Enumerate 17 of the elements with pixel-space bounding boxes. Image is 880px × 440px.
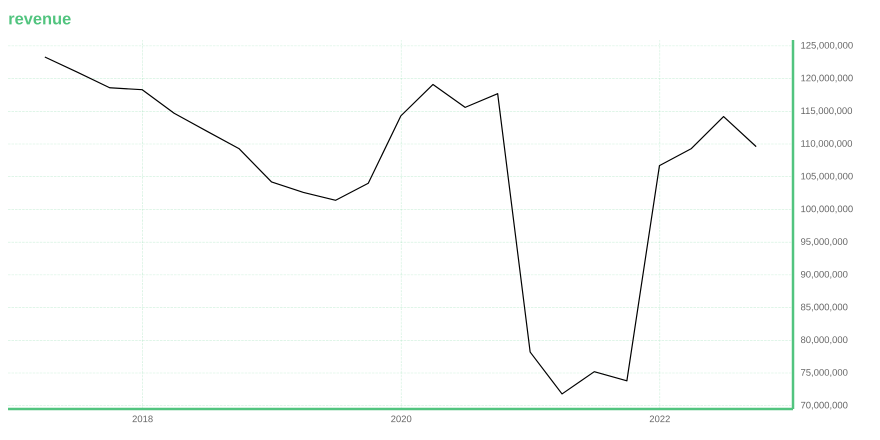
x-tick-label: 2022: [650, 416, 670, 422]
y-tick-label: 115,000,000: [801, 107, 852, 116]
y-tick-label: 120,000,000: [801, 74, 853, 83]
line-series: [44, 56, 757, 395]
y-tick-label: 110,000,000: [801, 140, 852, 148]
y-tick-label: 95,000,000: [800, 238, 848, 246]
y-tick-label: 80,000,000: [800, 336, 848, 344]
y-tick-label: 105,000,000: [801, 172, 853, 181]
y-tick-label: 75,000,000: [801, 369, 848, 377]
chart-title: revenue: [9, 15, 71, 24]
y-tick-label: 70,000,000: [801, 402, 848, 410]
y-tick-label: 100,000,000: [801, 206, 853, 214]
y-tick-label: 85,000,000: [800, 304, 848, 312]
x-tick-label: 2020: [391, 416, 412, 422]
y-tick-label: 125,000,000: [801, 42, 853, 50]
x-tick-label: 2018: [132, 416, 153, 422]
y-tick-label: 90,000,000: [800, 270, 848, 279]
